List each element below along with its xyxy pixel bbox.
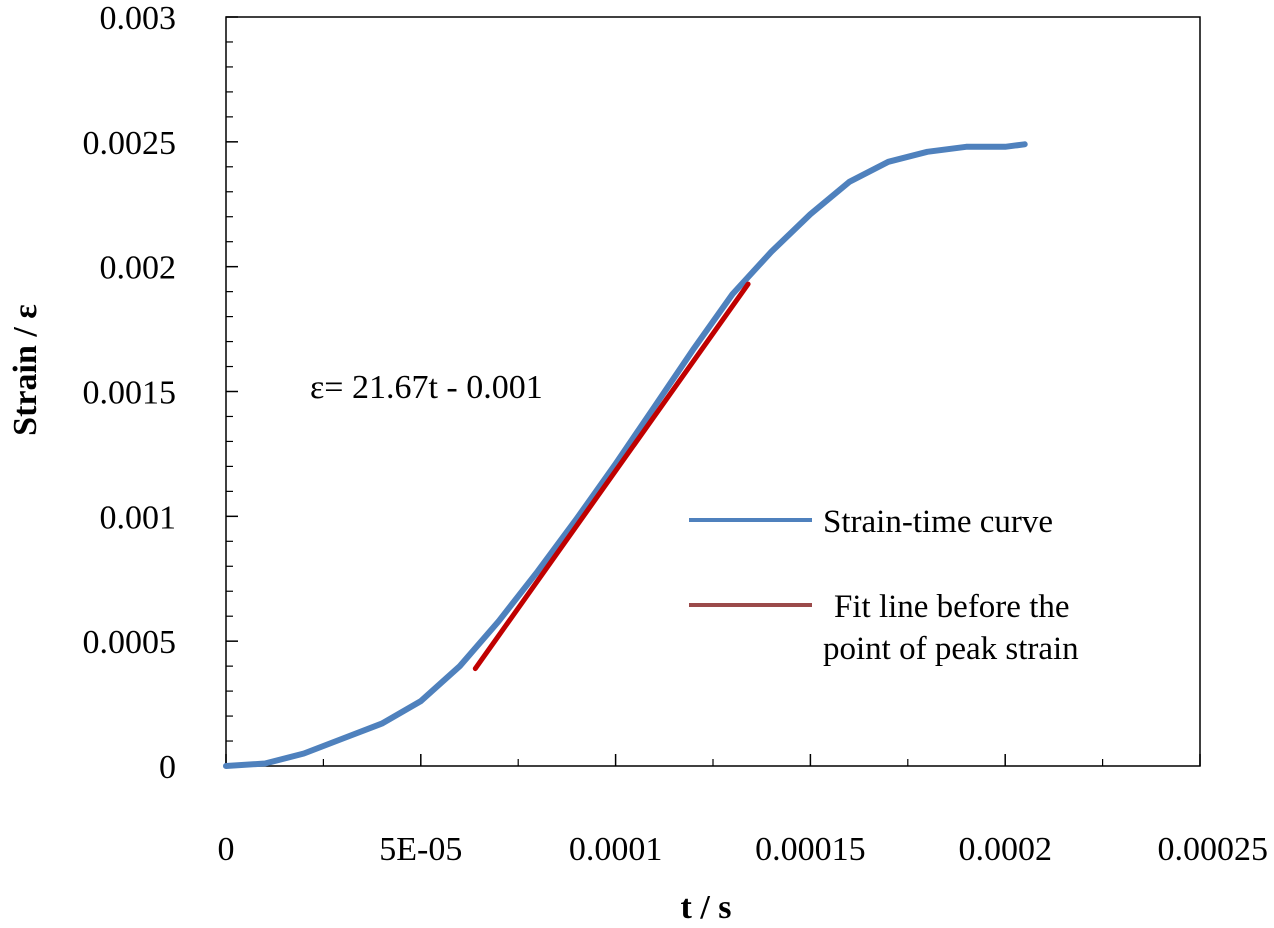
x-tick-label: 0.00015 [755, 831, 866, 868]
x-axis-title: t / s [681, 889, 732, 926]
x-tick-label: 0.0002 [958, 831, 1052, 868]
legend: Strain-time curve Fit line before the po… [689, 504, 1079, 667]
y-tick-label: 0.002 [100, 250, 177, 287]
legend-label-fit-line: Fit line before the point of peak strain [823, 589, 1079, 667]
y-tick-label: 0.001 [100, 499, 177, 536]
legend-label-fit-line-part-1: Fit line before the [834, 589, 1070, 625]
fit-line [472, 281, 751, 672]
y-tick-label: 0.003 [100, 0, 177, 37]
x-tick-label: 0.00025 [1158, 831, 1269, 868]
x-tick-label: 0.0001 [569, 831, 663, 868]
y-tick-label: 0 [159, 749, 176, 786]
strain-time-curve-line [223, 141, 1028, 769]
x-tick-label: 0 [218, 831, 235, 868]
x-axis-ticks: 0 5E-05 0.0001 0.00015 0.0002 0.00025 [218, 754, 1269, 868]
y-tick-label: 0.0025 [83, 125, 177, 162]
y-tick-label: 0.0015 [83, 375, 177, 412]
series-layer [223, 141, 1028, 769]
x-tick-label: 5E-05 [379, 831, 462, 868]
fit-equation-annotation: ε= 21.67t - 0.001 [310, 369, 543, 406]
y-axis-ticks: 0 0.0005 0.001 0.0015 0.002 0.0025 0.003 [83, 0, 238, 786]
y-axis-title: Strain / ε [7, 304, 44, 436]
legend-label-fit-line-part-2: point of peak strain [823, 631, 1079, 667]
legend-label-strain-time: Strain-time curve [823, 504, 1053, 540]
plot-area [225, 16, 1201, 767]
y-tick-label: 0.0005 [83, 624, 177, 661]
